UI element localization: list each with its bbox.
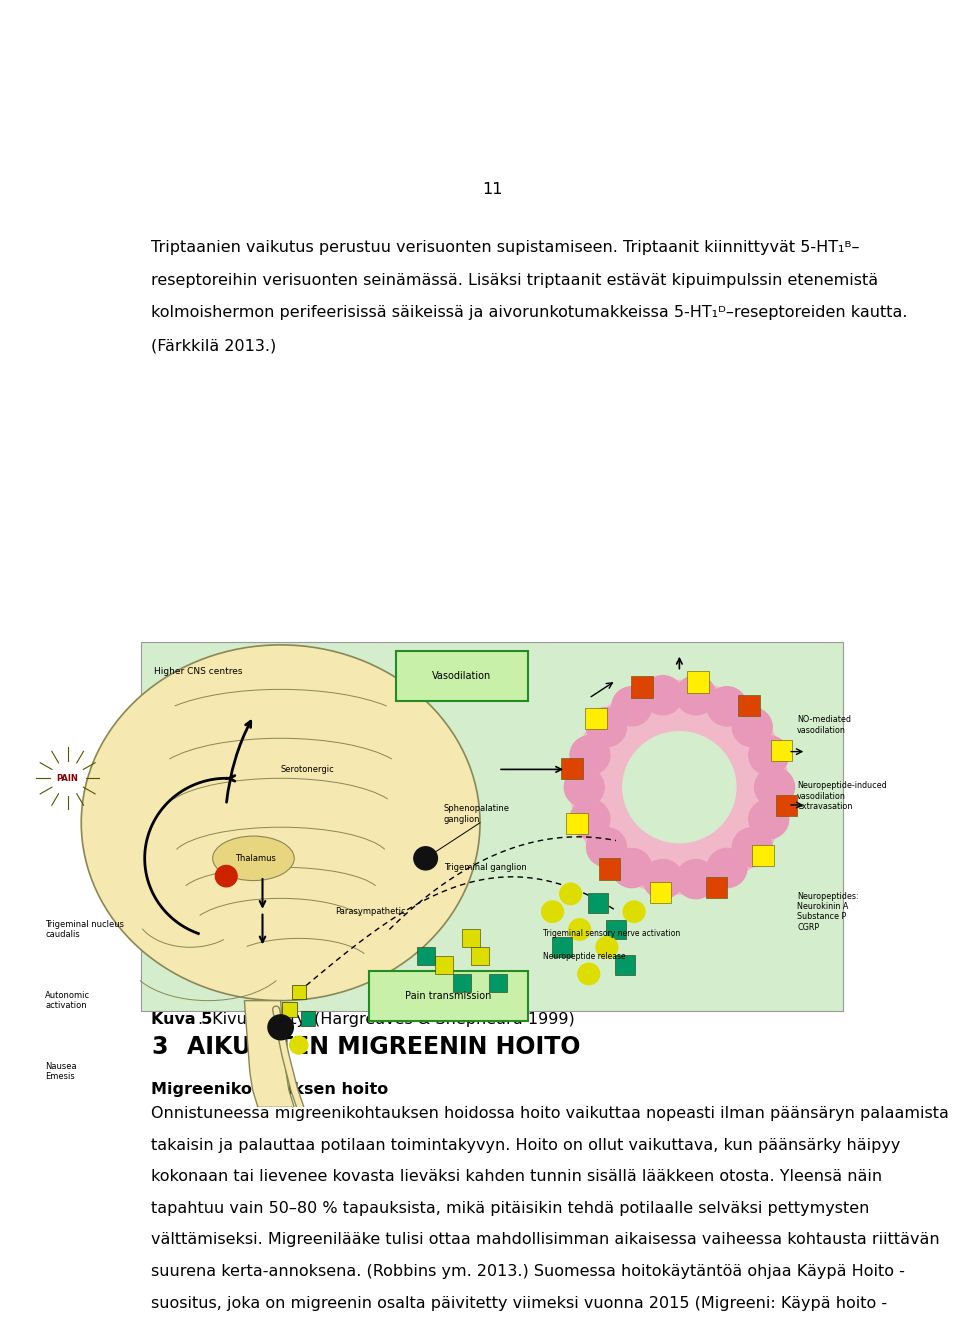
Bar — [435, 957, 453, 974]
Bar — [489, 974, 507, 992]
Bar — [471, 947, 489, 964]
Text: Migreenikohtauksen hoito: Migreenikohtauksen hoito — [152, 1082, 389, 1097]
Bar — [776, 795, 798, 816]
Bar — [462, 930, 480, 947]
Circle shape — [623, 732, 736, 843]
Circle shape — [676, 860, 716, 898]
Circle shape — [290, 1036, 308, 1054]
Circle shape — [732, 708, 772, 746]
Text: suositus, joka on migreenin osalta päivitetty viimeksi vuonna 2015 (Migreeni: Kä: suositus, joka on migreenin osalta päivi… — [152, 1295, 887, 1311]
Bar — [706, 877, 728, 898]
Circle shape — [643, 676, 683, 714]
Bar — [300, 1011, 315, 1025]
Bar — [615, 955, 635, 975]
Bar — [141, 642, 843, 1011]
Circle shape — [569, 918, 590, 941]
Bar — [588, 893, 608, 913]
Bar — [282, 1003, 297, 1016]
Bar — [606, 919, 626, 939]
Text: kolmoishermon perifeerisissä säikeissä ja aivorunkotumakkeissa 5-HT₁ᴰ–reseptorei: kolmoishermon perifeerisissä säikeissä j… — [152, 306, 908, 320]
Bar — [562, 758, 583, 779]
Circle shape — [749, 736, 789, 775]
Circle shape — [570, 799, 610, 839]
Bar — [586, 708, 607, 729]
Circle shape — [612, 687, 652, 726]
Bar — [453, 974, 471, 992]
Text: Trigeminal ganglion: Trigeminal ganglion — [444, 863, 526, 872]
Text: Trigeminal nucleus
caudalis: Trigeminal nucleus caudalis — [45, 919, 124, 939]
Circle shape — [707, 687, 747, 726]
Text: AIKUISTEN MIGREENIN HOITO: AIKUISTEN MIGREENIN HOITO — [187, 1035, 581, 1058]
Polygon shape — [245, 1000, 294, 1107]
Bar — [599, 859, 620, 880]
Text: Neuropeptides:
Neurokinin A
Substance P
CGRP: Neuropeptides: Neurokinin A Substance P … — [797, 892, 859, 931]
Text: tapahtuu vain 50–80 % tapauksista, mikä pitäisikin tehdä potilaalle selväksi pet: tapahtuu vain 50–80 % tapauksista, mikä … — [152, 1201, 870, 1216]
Bar — [417, 947, 435, 964]
Text: reseptoreihin verisuonten seinämässä. Lisäksi triptaanit estävät kipuimpulssin e: reseptoreihin verisuonten seinämässä. Li… — [152, 273, 878, 288]
Text: Triptaanien vaikutus perustuu verisuonten supistamiseen. Triptaanit kiinnittyvät: Triptaanien vaikutus perustuu verisuonte… — [152, 241, 860, 255]
Bar — [752, 845, 774, 867]
Text: .: . — [198, 1012, 203, 1028]
Text: Onnistuneessa migreenikohtauksen hoidossa hoito vaikuttaa nopeasti ilman päänsär: Onnistuneessa migreenikohtauksen hoidoss… — [152, 1106, 949, 1121]
Text: suurena kerta-annoksena. (Robbins ym. 2013.) Suomessa hoitokäytäntöä ohjaa Käypä: suurena kerta-annoksena. (Robbins ym. 20… — [152, 1263, 905, 1279]
Circle shape — [570, 736, 610, 775]
Text: PAIN: PAIN — [57, 774, 79, 783]
FancyBboxPatch shape — [369, 971, 528, 1021]
Bar — [552, 938, 571, 957]
Text: Vasodilation: Vasodilation — [432, 671, 492, 681]
Circle shape — [587, 708, 627, 746]
Text: NO-mediated
vasodilation: NO-mediated vasodilation — [797, 716, 852, 734]
Text: Autonomic
activation: Autonomic activation — [45, 991, 90, 1011]
Bar — [650, 881, 671, 904]
Bar — [566, 814, 588, 835]
Circle shape — [564, 767, 604, 807]
Bar — [771, 740, 792, 761]
Circle shape — [732, 828, 772, 867]
Circle shape — [749, 799, 789, 839]
Text: Kivun synty. (Hargreaves & Shepheard 1999): Kivun synty. (Hargreaves & Shepheard 199… — [207, 1012, 575, 1028]
Circle shape — [414, 847, 438, 871]
Bar — [738, 695, 760, 716]
Text: Pain transmission: Pain transmission — [405, 991, 492, 1002]
Text: Sphenopalatine
ganglion: Sphenopalatine ganglion — [444, 804, 510, 823]
Text: kokonaan tai lievenee kovasta lieväksi kahden tunnin sisällä lääkkeen otosta. Yl: kokonaan tai lievenee kovasta lieväksi k… — [152, 1170, 882, 1184]
Circle shape — [596, 937, 617, 958]
Ellipse shape — [213, 836, 294, 881]
Text: 3: 3 — [152, 1035, 168, 1058]
Text: Parasympathetic: Parasympathetic — [335, 908, 406, 917]
Text: Neuropeptide-induced
vasodilation
extravasation: Neuropeptide-induced vasodilation extrav… — [797, 781, 887, 811]
Text: takaisin ja palauttaa potilaan toimintakyvyn. Hoito on ollut vaikuttava, kun pää: takaisin ja palauttaa potilaan toimintak… — [152, 1138, 900, 1152]
Text: Nausea
Emesis: Nausea Emesis — [45, 1062, 77, 1081]
Bar — [687, 671, 709, 693]
Circle shape — [578, 963, 600, 984]
Ellipse shape — [82, 644, 480, 1000]
Circle shape — [643, 860, 683, 898]
Text: Kuva 5: Kuva 5 — [152, 1012, 212, 1028]
Circle shape — [215, 865, 237, 886]
Text: välttämiseksi. Migreenilääke tulisi ottaa mahdollisimman aikaisessa vaiheessa ko: välttämiseksi. Migreenilääke tulisi otta… — [152, 1233, 940, 1248]
Circle shape — [268, 1015, 294, 1040]
Text: 11: 11 — [482, 183, 502, 197]
Text: (Färkkilä 2013.): (Färkkilä 2013.) — [152, 339, 276, 353]
Text: Serotonergic: Serotonergic — [280, 765, 334, 774]
Text: Thalamus: Thalamus — [235, 853, 276, 863]
Circle shape — [612, 848, 652, 888]
Bar — [292, 984, 306, 999]
Text: Neuropeptide release: Neuropeptide release — [543, 951, 626, 960]
Bar — [632, 676, 653, 697]
Circle shape — [623, 901, 645, 922]
Circle shape — [755, 767, 795, 807]
Circle shape — [707, 848, 747, 888]
Circle shape — [570, 680, 788, 894]
FancyBboxPatch shape — [396, 651, 528, 701]
Text: Trigeminal sensory nerve activation: Trigeminal sensory nerve activation — [543, 930, 681, 938]
Circle shape — [587, 828, 627, 867]
Circle shape — [676, 676, 716, 714]
Circle shape — [560, 884, 582, 905]
Text: Higher CNS centres: Higher CNS centres — [154, 667, 242, 676]
Circle shape — [541, 901, 564, 922]
